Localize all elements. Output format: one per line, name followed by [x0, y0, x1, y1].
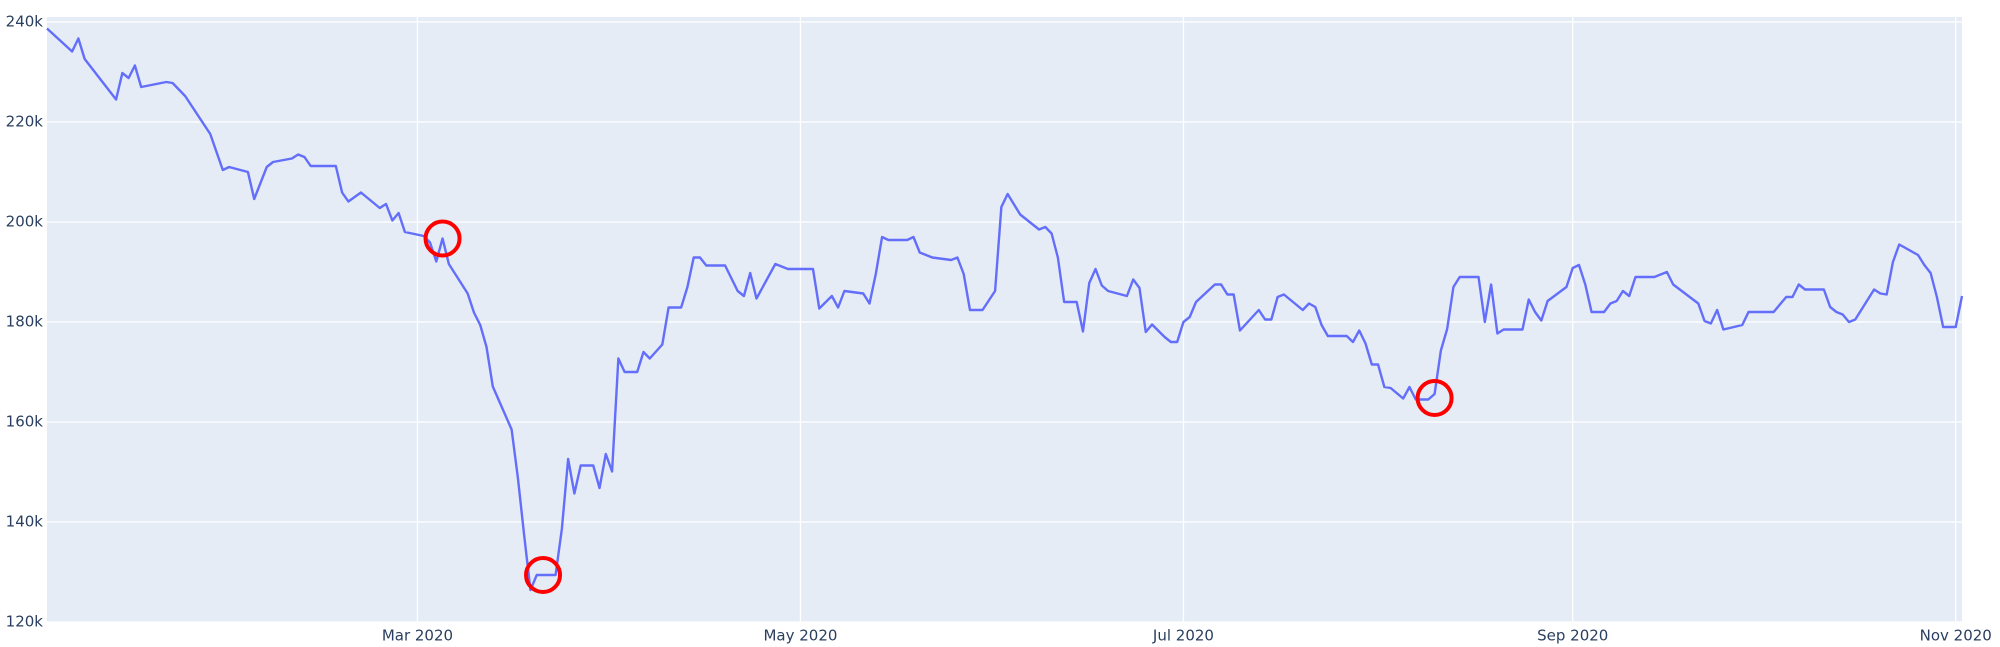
- highlight-marker: [524, 556, 563, 594]
- highlight-marker: [1415, 379, 1454, 417]
- x-tick-label: Jul 2020: [1152, 627, 1214, 645]
- y-tick-label: 220k: [6, 113, 44, 131]
- x-tick-label: Nov 2020: [1920, 627, 1992, 645]
- y-tick-label: 120k: [6, 613, 44, 631]
- y-tick-label: 180k: [6, 313, 44, 331]
- y-tick-label: 240k: [6, 13, 44, 31]
- x-tick-label: Sep 2020: [1537, 627, 1608, 645]
- y-tick-label: 200k: [6, 213, 44, 231]
- plot-area: [47, 17, 1962, 622]
- x-tick-label: Mar 2020: [382, 627, 453, 645]
- highlight-marker: [423, 219, 462, 258]
- y-tick-label: 160k: [6, 413, 44, 431]
- x-tick-label: May 2020: [763, 627, 837, 645]
- data-line: [46, 27, 1964, 592]
- y-tick-label: 140k: [6, 513, 44, 531]
